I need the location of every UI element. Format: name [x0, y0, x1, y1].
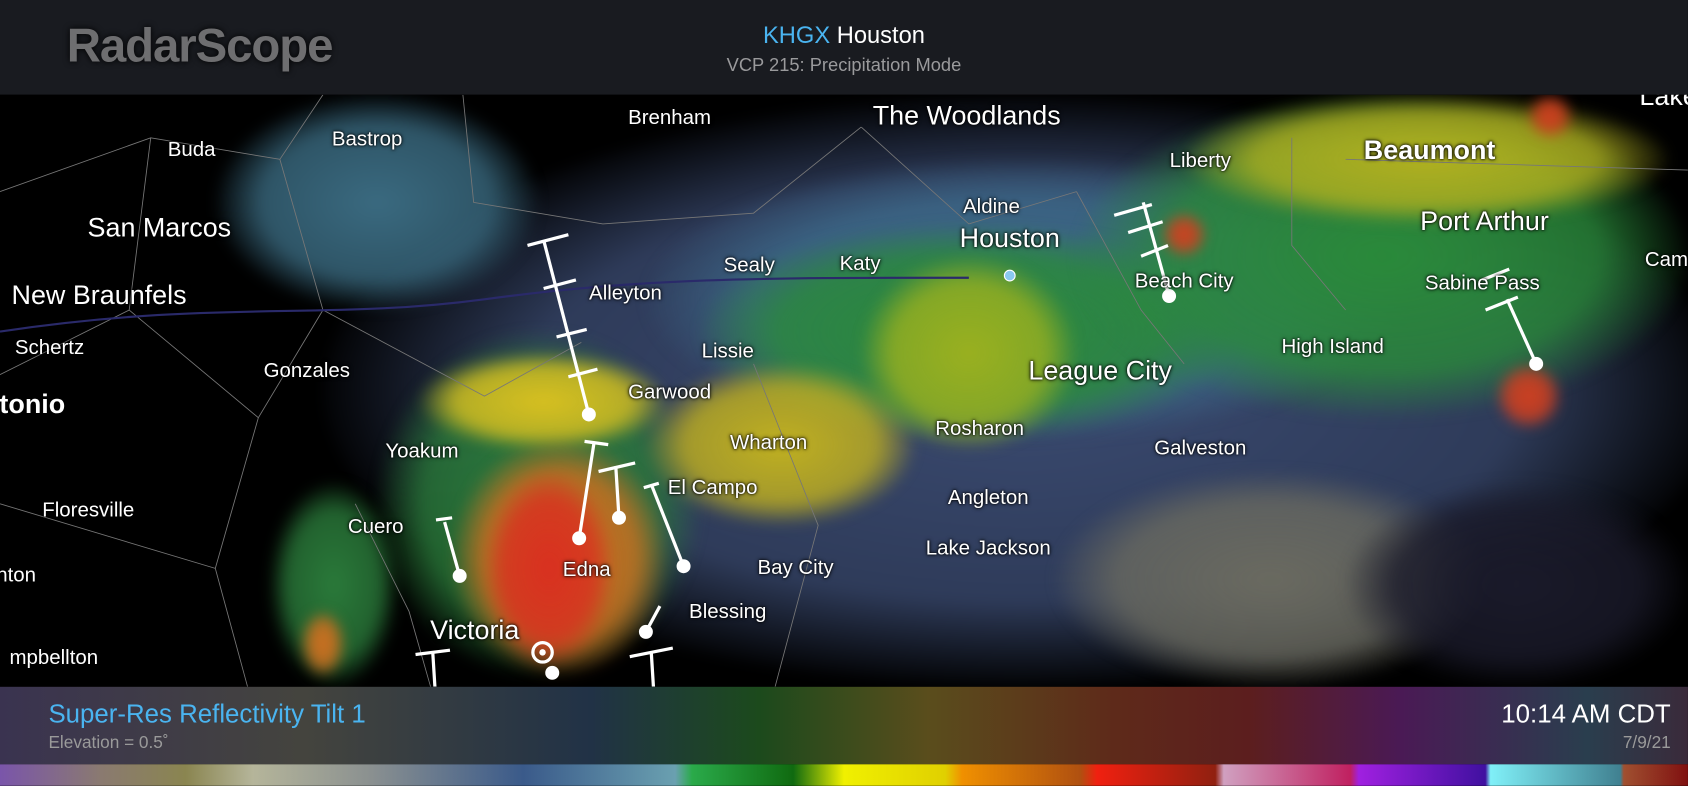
city-label: Bay City — [757, 556, 834, 580]
interstate — [0, 276, 969, 333]
city-label: Angleton — [947, 486, 1029, 510]
header: RadarScope KHGX Houston VCP 215: Precipi… — [0, 0, 1688, 95]
reflectivity-echo — [301, 611, 345, 677]
city-label: Brenham — [628, 106, 712, 130]
radar-site-icon[interactable] — [531, 641, 554, 664]
city-label: El Campo — [667, 476, 758, 500]
city-label: San Marcos — [87, 212, 232, 243]
city-label: Cam — [1644, 248, 1688, 272]
city-label: Gonzales — [263, 359, 351, 383]
city-label: Liberty — [1169, 149, 1231, 173]
city-label: Schertz — [14, 336, 85, 360]
city-label: Lake — [1639, 94, 1688, 112]
city-label: Floresville — [42, 499, 135, 523]
city-label: Yoakum — [385, 440, 459, 463]
city-label: Port Arthur — [1420, 206, 1549, 237]
city-label: Galveston — [1154, 437, 1247, 460]
reflectivity-echo — [1496, 363, 1561, 429]
radar-map[interactable]: Brenham The Woodlands Bastrop Buda Liberty Be… — [0, 94, 1688, 687]
city-label: New Braunfels — [11, 280, 187, 311]
reflectivity-echo — [419, 353, 668, 450]
city-label: Victoria — [430, 615, 520, 646]
city-label: Wharton — [729, 431, 808, 455]
city-label: League City — [1028, 355, 1173, 386]
city-label: tonio — [0, 389, 66, 420]
radar-site-selector[interactable]: KHGX Houston — [0, 22, 1688, 50]
reflectivity-echo — [1345, 482, 1688, 687]
location-marker[interactable] — [1003, 269, 1016, 282]
city-label: Houston — [959, 223, 1060, 254]
city-label: Alleyton — [589, 282, 662, 305]
reflectivity-echo — [215, 94, 539, 311]
city-label: Beaumont — [1363, 135, 1496, 166]
city-label: Sealy — [723, 254, 775, 277]
city-label: mpbellton — [9, 646, 99, 670]
reflectivity-echo — [861, 256, 1077, 450]
city-label: nton — [0, 564, 37, 587]
elevation: Elevation = 0.5˚ — [48, 734, 169, 753]
city-label: Bastrop — [331, 128, 403, 151]
city-label: Rosharon — [935, 417, 1024, 441]
product-name[interactable]: Super-Res Reflectivity Tilt 1 — [48, 699, 366, 729]
app-logo: RadarScope — [66, 19, 334, 73]
site-name: Houston — [836, 21, 925, 49]
city-label: Katy — [839, 252, 881, 276]
color-scale-legend — [0, 764, 1688, 786]
scan-date: 7/9/21 — [1622, 734, 1671, 753]
reflectivity-echo — [1184, 94, 1669, 224]
reflectivity-echo — [484, 471, 614, 666]
city-label: The Woodlands — [872, 100, 1061, 131]
reflectivity-echo — [1162, 213, 1206, 257]
storm-tracks — [0, 94, 1688, 687]
city-label: Lake Jackson — [925, 537, 1051, 560]
city-label: Beach City — [1134, 270, 1234, 293]
city-label: Cuero — [347, 515, 404, 539]
site-id: KHGX — [763, 21, 831, 49]
city-label: Edna — [562, 558, 611, 582]
city-label: Lissie — [701, 340, 754, 363]
city-label: Blessing — [689, 600, 767, 624]
city-label: Aldine — [963, 195, 1020, 219]
product-info-bar[interactable]: Super-Res Reflectivity Tilt 1 Elevation … — [0, 686, 1688, 765]
scan-time: 10:14 AM CDT — [1501, 699, 1671, 729]
county-borders — [0, 94, 1688, 687]
city-label: High Island — [1281, 335, 1384, 359]
reflectivity-echo — [1528, 94, 1572, 138]
vcp-mode: VCP 215: Precipitation Mode — [726, 54, 962, 76]
storm-track-markers — [415, 201, 1544, 687]
city-label: Garwood — [628, 381, 712, 404]
city-label: Sabine Pass — [1424, 272, 1540, 295]
city-label: Buda — [167, 138, 216, 162]
